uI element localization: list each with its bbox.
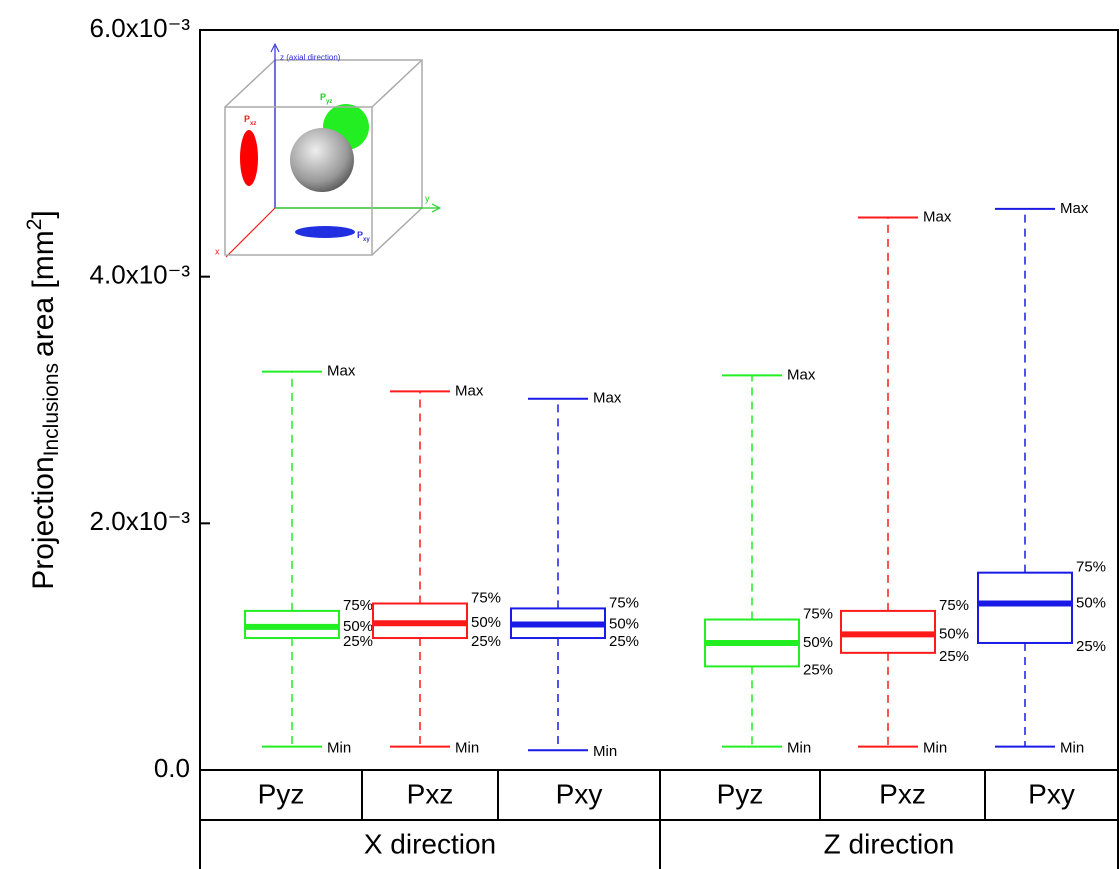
proj-xy xyxy=(295,226,355,238)
max-label: Max xyxy=(1060,200,1089,217)
inset-pyz: Pyz xyxy=(320,92,332,104)
y-tick-label: 4.0x10⁻³ xyxy=(90,260,191,290)
p-sub: yz xyxy=(326,99,332,105)
q1-label: 25% xyxy=(471,633,501,650)
q1-label: 25% xyxy=(343,633,373,650)
y-label-main: Projection xyxy=(27,456,60,589)
min-label: Min xyxy=(455,740,479,757)
y-tick-label: 6.0x10⁻³ xyxy=(90,13,191,43)
min-label: Min xyxy=(923,740,947,757)
category-label: Pxy xyxy=(556,778,603,809)
category-label: Pxy xyxy=(1028,778,1075,809)
category-label: Pxz xyxy=(407,778,454,809)
q3-label: 75% xyxy=(343,597,373,614)
group-label: Z direction xyxy=(824,828,955,859)
inset-pxy: Pxy xyxy=(357,230,370,242)
max-label: Max xyxy=(455,382,484,399)
min-label: Min xyxy=(327,740,351,757)
max-label: Max xyxy=(327,363,356,380)
min-label: Min xyxy=(1060,740,1084,757)
q3-label: 75% xyxy=(1076,559,1106,576)
min-label: Min xyxy=(593,743,617,760)
inset-diagram: z (axial direction) y x Pxz Pyz Pxy xyxy=(215,44,440,257)
box xyxy=(978,573,1072,643)
min-label: Min xyxy=(787,740,811,757)
q1-label: 25% xyxy=(1076,638,1106,655)
y-tick-label: 0.0 xyxy=(154,753,190,783)
median-label: 50% xyxy=(1076,594,1106,611)
p-sub: xy xyxy=(363,237,370,243)
cube-edge xyxy=(225,60,275,107)
median-label: 50% xyxy=(609,615,639,632)
inset-pxz: Pxz xyxy=(244,114,256,126)
q3-label: 75% xyxy=(609,594,639,611)
chart: ProjectionInclusions area [mm2] z (axial … xyxy=(0,0,1120,869)
max-label: Max xyxy=(787,366,816,383)
max-label: Max xyxy=(593,390,622,407)
y-axis-label: ProjectionInclusions area [mm2] xyxy=(23,210,63,590)
y-label-end: ] xyxy=(27,210,60,218)
q3-label: 75% xyxy=(939,597,969,614)
median-label: 50% xyxy=(471,614,501,631)
y-label-rest: area [mm xyxy=(27,230,60,357)
y-label-sub: Inclusions xyxy=(40,363,63,456)
p-sub: xz xyxy=(250,121,256,127)
proj-xz xyxy=(240,130,258,186)
median-label: 50% xyxy=(939,625,969,642)
group-label: X direction xyxy=(364,828,496,859)
inset-z-label: z (axial direction) xyxy=(280,53,341,62)
category-label: Pxz xyxy=(879,778,926,809)
y-tick-label: 2.0x10⁻³ xyxy=(90,506,191,536)
sphere xyxy=(290,128,354,192)
q1-label: 25% xyxy=(609,633,639,650)
cube-edge xyxy=(372,208,422,255)
q3-label: 75% xyxy=(471,589,501,606)
category-label: Pyz xyxy=(717,778,764,809)
inset-y-label: y xyxy=(425,193,430,203)
q3-label: 75% xyxy=(803,606,833,623)
inset-x-label: x xyxy=(215,246,220,256)
median-label: 50% xyxy=(803,634,833,651)
q1-label: 25% xyxy=(939,648,969,665)
category-label: Pyz xyxy=(258,778,305,809)
q1-label: 25% xyxy=(803,661,833,678)
x-axis-inset xyxy=(226,208,275,257)
cube-edge xyxy=(372,60,422,107)
max-label: Max xyxy=(923,208,952,225)
y-label-sup: 2 xyxy=(23,219,46,231)
